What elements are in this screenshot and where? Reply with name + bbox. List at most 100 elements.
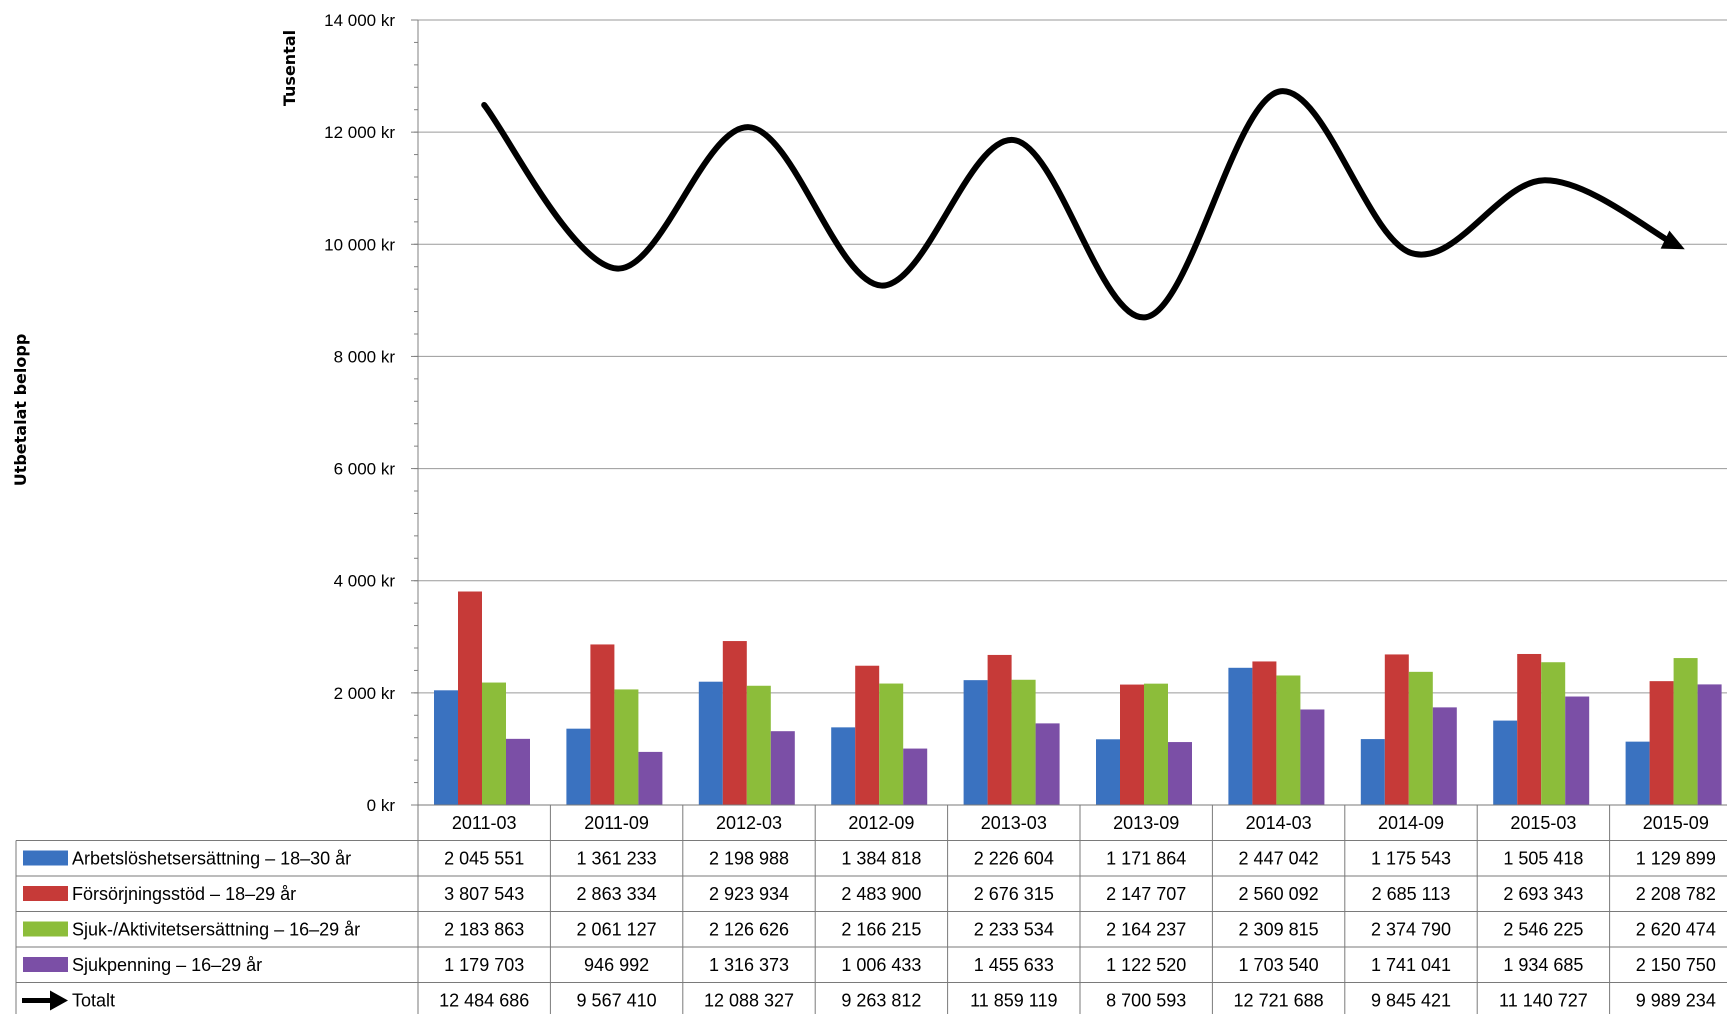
table-cell: 1 741 041 [1371,955,1451,975]
bar [855,665,880,805]
bars [434,591,1722,805]
bar [614,689,639,805]
table-cell: 2 620 474 [1636,920,1716,940]
bar [590,644,615,805]
legend-swatch [23,921,68,937]
table-cell: 12 484 686 [439,991,529,1011]
bar [1517,653,1542,805]
table-cell: 9 989 234 [1636,991,1716,1011]
data-table: 2011-03 2011-09 2012-03 2012-09 2013-03 2013-… [15,804,1727,1014]
bar [903,748,928,805]
bar [1432,707,1457,805]
table-cell: 11 859 119 [970,991,1057,1011]
table-cell: 2 208 782 [1636,884,1716,904]
y-tick-label: 10 000 kr [324,235,395,254]
table-cell: 2 147 707 [1106,884,1186,904]
bar [1408,671,1433,805]
y-tick-label: 4 000 kr [334,572,396,591]
table-cell: 1 361 233 [577,849,657,869]
table-cell: 2 233 534 [974,920,1054,940]
table-cell: 1 455 633 [974,955,1054,975]
bar [1228,667,1253,805]
bar [722,641,747,805]
bar [987,654,1012,805]
total-line-layer [481,88,1685,321]
table-cell: 8 700 593 [1106,991,1186,1011]
table-cell: 2 166 215 [841,920,921,940]
bar [1252,661,1277,805]
bar [482,682,506,805]
bar [1625,741,1650,805]
legend-label: Försörjningsstöd – 18–29 år [72,884,296,904]
table-cell: 1 934 685 [1503,955,1583,975]
bar [1673,658,1698,805]
table-cell: 2 198 988 [709,849,789,869]
category-label: 2011-03 [452,813,517,833]
category-label: 2013-09 [1113,813,1179,833]
category-label: 2012-09 [848,813,914,833]
bar [1011,679,1036,805]
table-cell: 1 316 373 [709,955,789,975]
table-cell: 1 171 864 [1106,849,1186,869]
category-label: 2015-03 [1510,813,1576,833]
bar [1096,739,1120,805]
table-cell: 2 693 343 [1503,884,1583,904]
table-cell: 1 179 703 [444,955,524,975]
legend-arrow-head [50,990,68,1011]
table-cell: 946 992 [584,955,649,975]
y-tick-label: 6 000 kr [334,460,396,479]
table-cell: 11 140 727 [1499,991,1588,1011]
table-cell: 2 863 334 [577,884,657,904]
table-cell: 2 183 863 [444,920,524,940]
table-cell: 2 226 604 [974,849,1054,869]
y-tick-label: 14 000 kr [324,11,395,30]
table-cell: 2 923 934 [709,884,789,904]
bar [638,751,663,805]
bar [1300,709,1325,805]
unit-label: Tusental [280,30,299,106]
bar [1360,739,1385,805]
category-label: 2015-09 [1643,813,1709,833]
total-line [481,88,1679,321]
table-cell: 2 546 225 [1503,920,1583,940]
bar [506,738,530,805]
legend-label: Totalt [72,991,115,1011]
table-cell: 2 126 626 [709,920,789,940]
y-axis: 0 kr 2 000 kr 4 000 kr 6 000 kr 8 000 kr 10 0… [324,11,419,815]
table-cell: 2 061 127 [577,920,657,940]
table-cell: 2 685 113 [1372,884,1451,904]
table-cell: 2 045 551 [444,849,524,869]
table-cell: 2 483 900 [841,884,921,904]
bar [434,690,458,805]
bar [770,731,795,805]
table-cell: 2 164 237 [1106,920,1186,940]
total-arrowhead [1660,230,1685,250]
table-cell: 9 567 410 [577,991,657,1011]
table-cell: 1 703 540 [1239,955,1319,975]
bar [963,680,988,805]
legend-swatch [23,850,68,866]
table-cell: 1 129 899 [1636,849,1716,869]
table-cell: 2 447 042 [1239,849,1319,869]
legend-swatch [23,886,68,901]
table-cell: 9 263 812 [841,991,921,1011]
y-tick-label: 8 000 kr [334,347,396,366]
bar [698,681,723,805]
legend-swatch [23,957,68,972]
legend-label: Arbetslöshetsersättning – 18–30 år [72,849,351,869]
table-cell: 1 505 418 [1503,849,1583,869]
table-cell: 2 309 815 [1239,920,1319,940]
table-cell: 1 384 818 [841,849,921,869]
category-label: 2012-03 [716,813,782,833]
category-label: 2014-03 [1246,813,1312,833]
bar [458,591,482,805]
category-label: 2013-03 [981,813,1047,833]
category-label: 2014-09 [1378,813,1444,833]
category-label: 2011-09 [584,813,649,833]
y-tick-label: 0 kr [367,796,396,815]
legend-label: Sjuk-/Aktivitetsersättning – 16–29 år [72,920,360,940]
bar [879,683,904,805]
table-cell: 2 560 092 [1239,884,1319,904]
y-tick-label: 12 000 kr [324,123,395,142]
table-cell: 2 676 315 [974,884,1054,904]
